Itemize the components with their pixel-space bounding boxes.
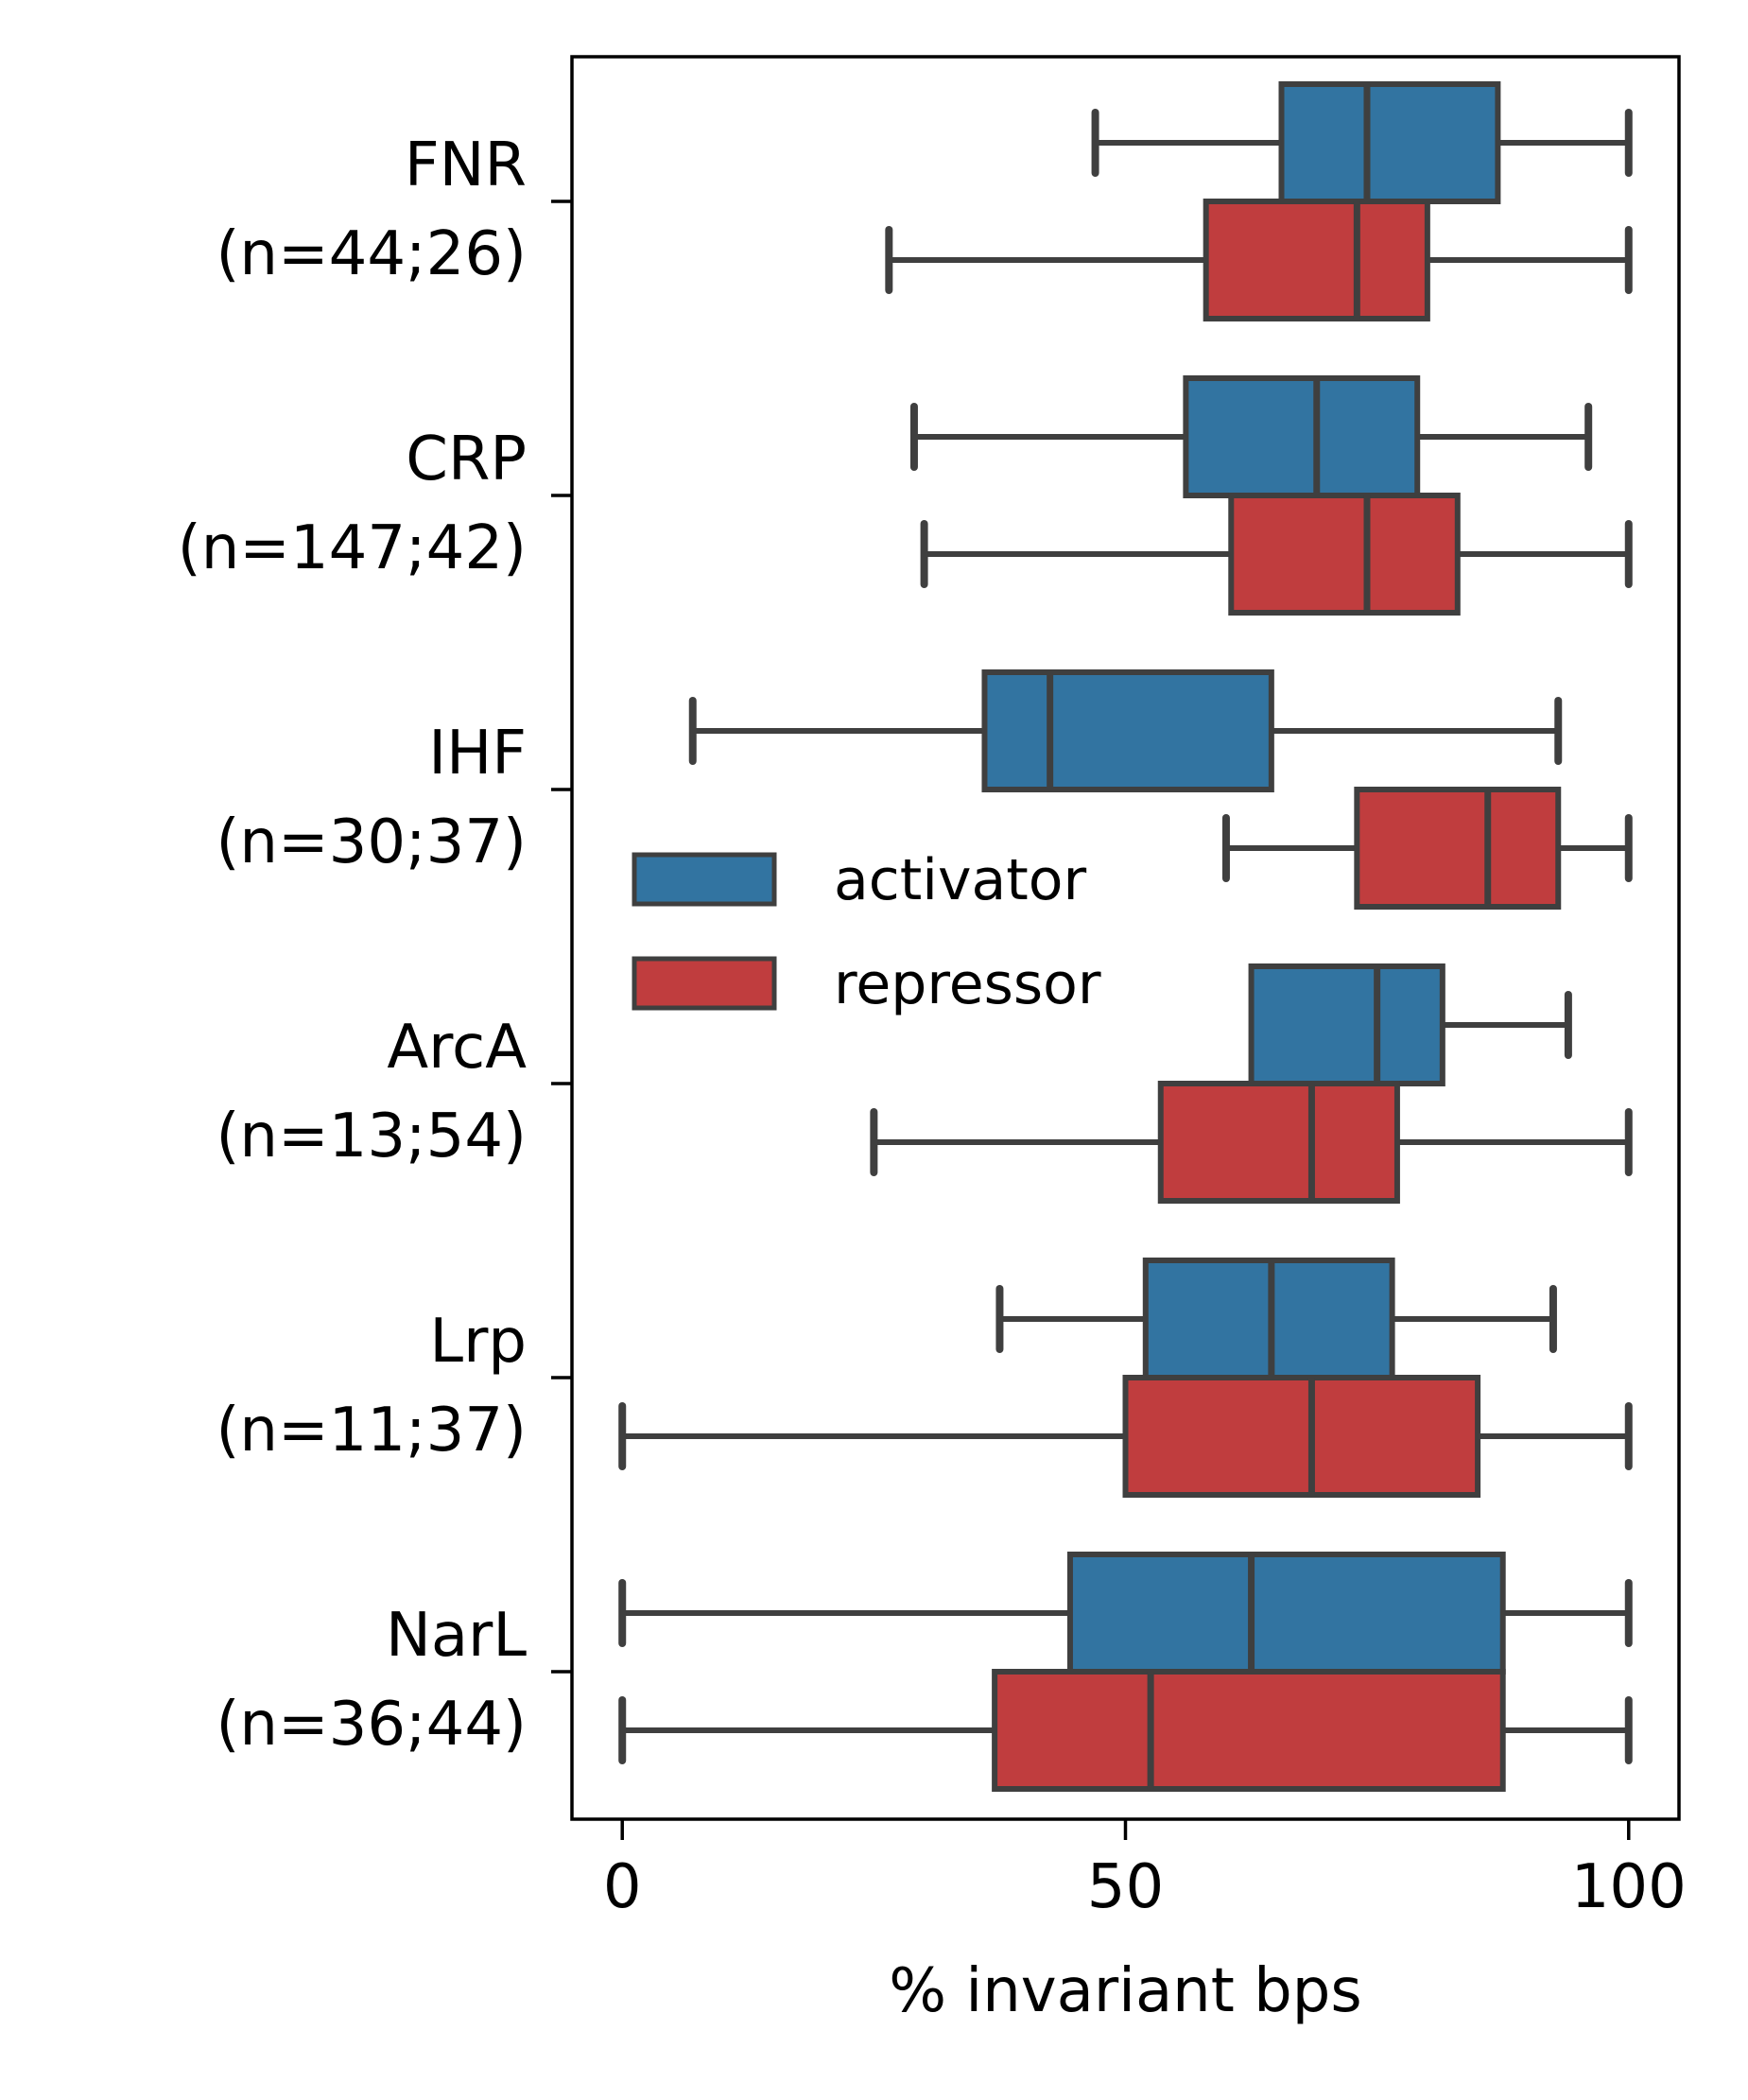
x-tick-label: 50 [1087, 1852, 1164, 1922]
legend: activator repressor [632, 847, 1101, 1017]
y-tick-label-fnr: FNR [405, 130, 527, 200]
y-tick-count-fnr: (n=44;26) [216, 219, 527, 289]
iqr-box [992, 1669, 1506, 1792]
iqr-box [1228, 493, 1461, 616]
iqr-box [981, 669, 1274, 792]
legend-swatch-repressor [632, 956, 777, 1011]
y-tick-label-ihf: IHF [428, 719, 527, 789]
box-arca-activator [1248, 963, 1572, 1086]
legend-label-activator: activator [834, 847, 1086, 913]
box-fnr-repressor [885, 199, 1633, 321]
iqr-box [1278, 81, 1501, 204]
box-crp-repressor [920, 493, 1633, 616]
boxes-layer [618, 81, 1633, 1792]
y-tick-count-narl: (n=36;44) [216, 1690, 527, 1760]
iqr-box [1157, 1081, 1400, 1204]
y-tick-label-crp: CRP [406, 425, 527, 495]
legend-swatch-activator [632, 852, 777, 907]
y-tick-label-lrp: Lrp [429, 1307, 527, 1377]
iqr-box [1183, 375, 1421, 498]
y-tick-count-crp: (n=147;42) [178, 513, 527, 583]
x-tick-label: 100 [1571, 1852, 1687, 1922]
iqr-box [1066, 1552, 1506, 1675]
x-tick-label: 0 [603, 1852, 642, 1922]
y-axis: FNR (n=44;26) CRP (n=147;42) IHF (n=30;37) Arc… [178, 130, 572, 1760]
iqr-box [1248, 963, 1445, 1086]
y-tick-label-narl: NarL [386, 1601, 527, 1671]
y-tick-count-ihf: (n=30;37) [216, 807, 527, 877]
box-narl-repressor [618, 1669, 1633, 1792]
y-tick-count-lrp: (n=11;37) [216, 1396, 527, 1466]
box-crp-activator [909, 375, 1593, 498]
box-fnr-activator [1091, 81, 1633, 204]
box-ihf-activator [688, 669, 1563, 792]
box-lrp-repressor [618, 1375, 1633, 1498]
box-arca-repressor [870, 1081, 1633, 1204]
x-axis-label: % invariant bps [889, 1956, 1362, 2026]
box-narl-activator [618, 1552, 1633, 1675]
x-axis: 0 50 100 [603, 1819, 1687, 1922]
box-lrp-activator [995, 1258, 1557, 1380]
iqr-box [1122, 1375, 1481, 1498]
y-tick-count-arca: (n=13;54) [216, 1102, 527, 1171]
y-tick-label-arca: ArcA [387, 1013, 527, 1083]
box-ihf-repressor [1221, 787, 1633, 910]
iqr-box [1203, 199, 1430, 321]
iqr-box [1354, 787, 1562, 910]
legend-label-repressor: repressor [834, 951, 1101, 1017]
